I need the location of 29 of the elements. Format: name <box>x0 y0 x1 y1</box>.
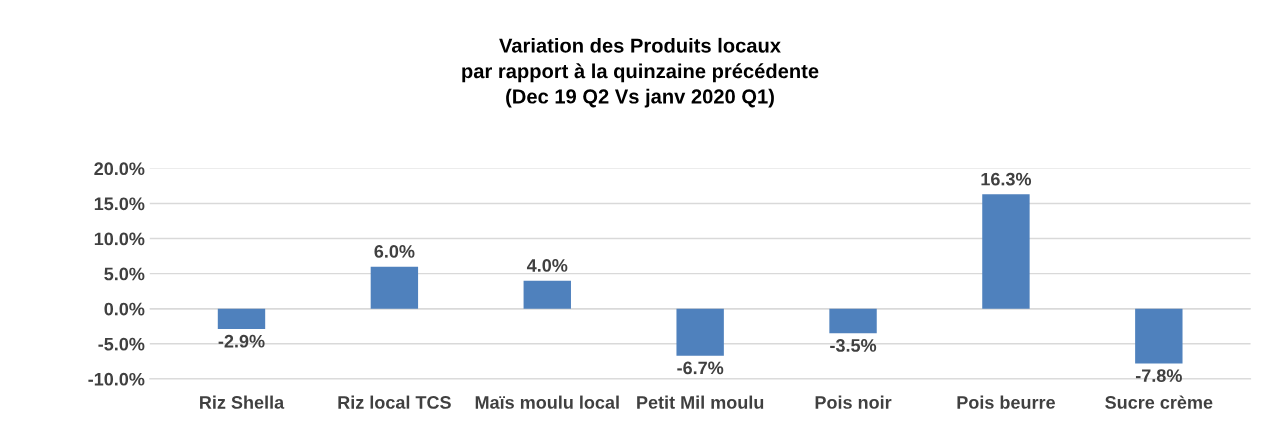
x-tick-label: Pois noir <box>815 395 892 409</box>
data-label: -6.7% <box>677 361 724 375</box>
data-label: 16.3% <box>981 172 1032 186</box>
y-tick-label: 10.0% <box>94 232 145 246</box>
y-tick-label: -10.0% <box>88 372 145 386</box>
x-tick-label: Maïs moulu local <box>475 395 619 409</box>
data-label: -2.9% <box>218 334 265 348</box>
bar <box>1135 308 1183 364</box>
y-tick-label: 0.0% <box>104 302 145 316</box>
chart-title: Variation des Produits locaux par rapport à la quinzaine précédente (Dec 19 Q2 Vs janv 2020 Q1) <box>462 37 819 108</box>
bar <box>829 308 877 334</box>
y-tick-label: -5.0% <box>98 337 145 351</box>
bar <box>982 194 1030 309</box>
x-tick-label: Riz Shella <box>200 395 285 409</box>
y-tick-label: 5.0% <box>104 267 145 281</box>
data-label: -3.5% <box>830 339 877 352</box>
bar <box>370 266 419 309</box>
bar <box>676 308 724 356</box>
x-tick-label: Sucre crème <box>1105 395 1213 409</box>
y-tick-label: 15.0% <box>94 197 145 211</box>
data-label: -7.8% <box>1135 369 1182 382</box>
x-tick-label: Riz local TCS <box>338 395 451 409</box>
x-tick-label: Pois beurre <box>957 395 1055 409</box>
bar <box>523 280 571 309</box>
bar <box>217 308 266 330</box>
x-tick-label: Petit Mil moulu <box>637 395 764 409</box>
data-label: 4.0% <box>526 259 568 272</box>
data-label: 6.0% <box>374 245 415 258</box>
y-tick-label: 20.0% <box>94 162 145 176</box>
